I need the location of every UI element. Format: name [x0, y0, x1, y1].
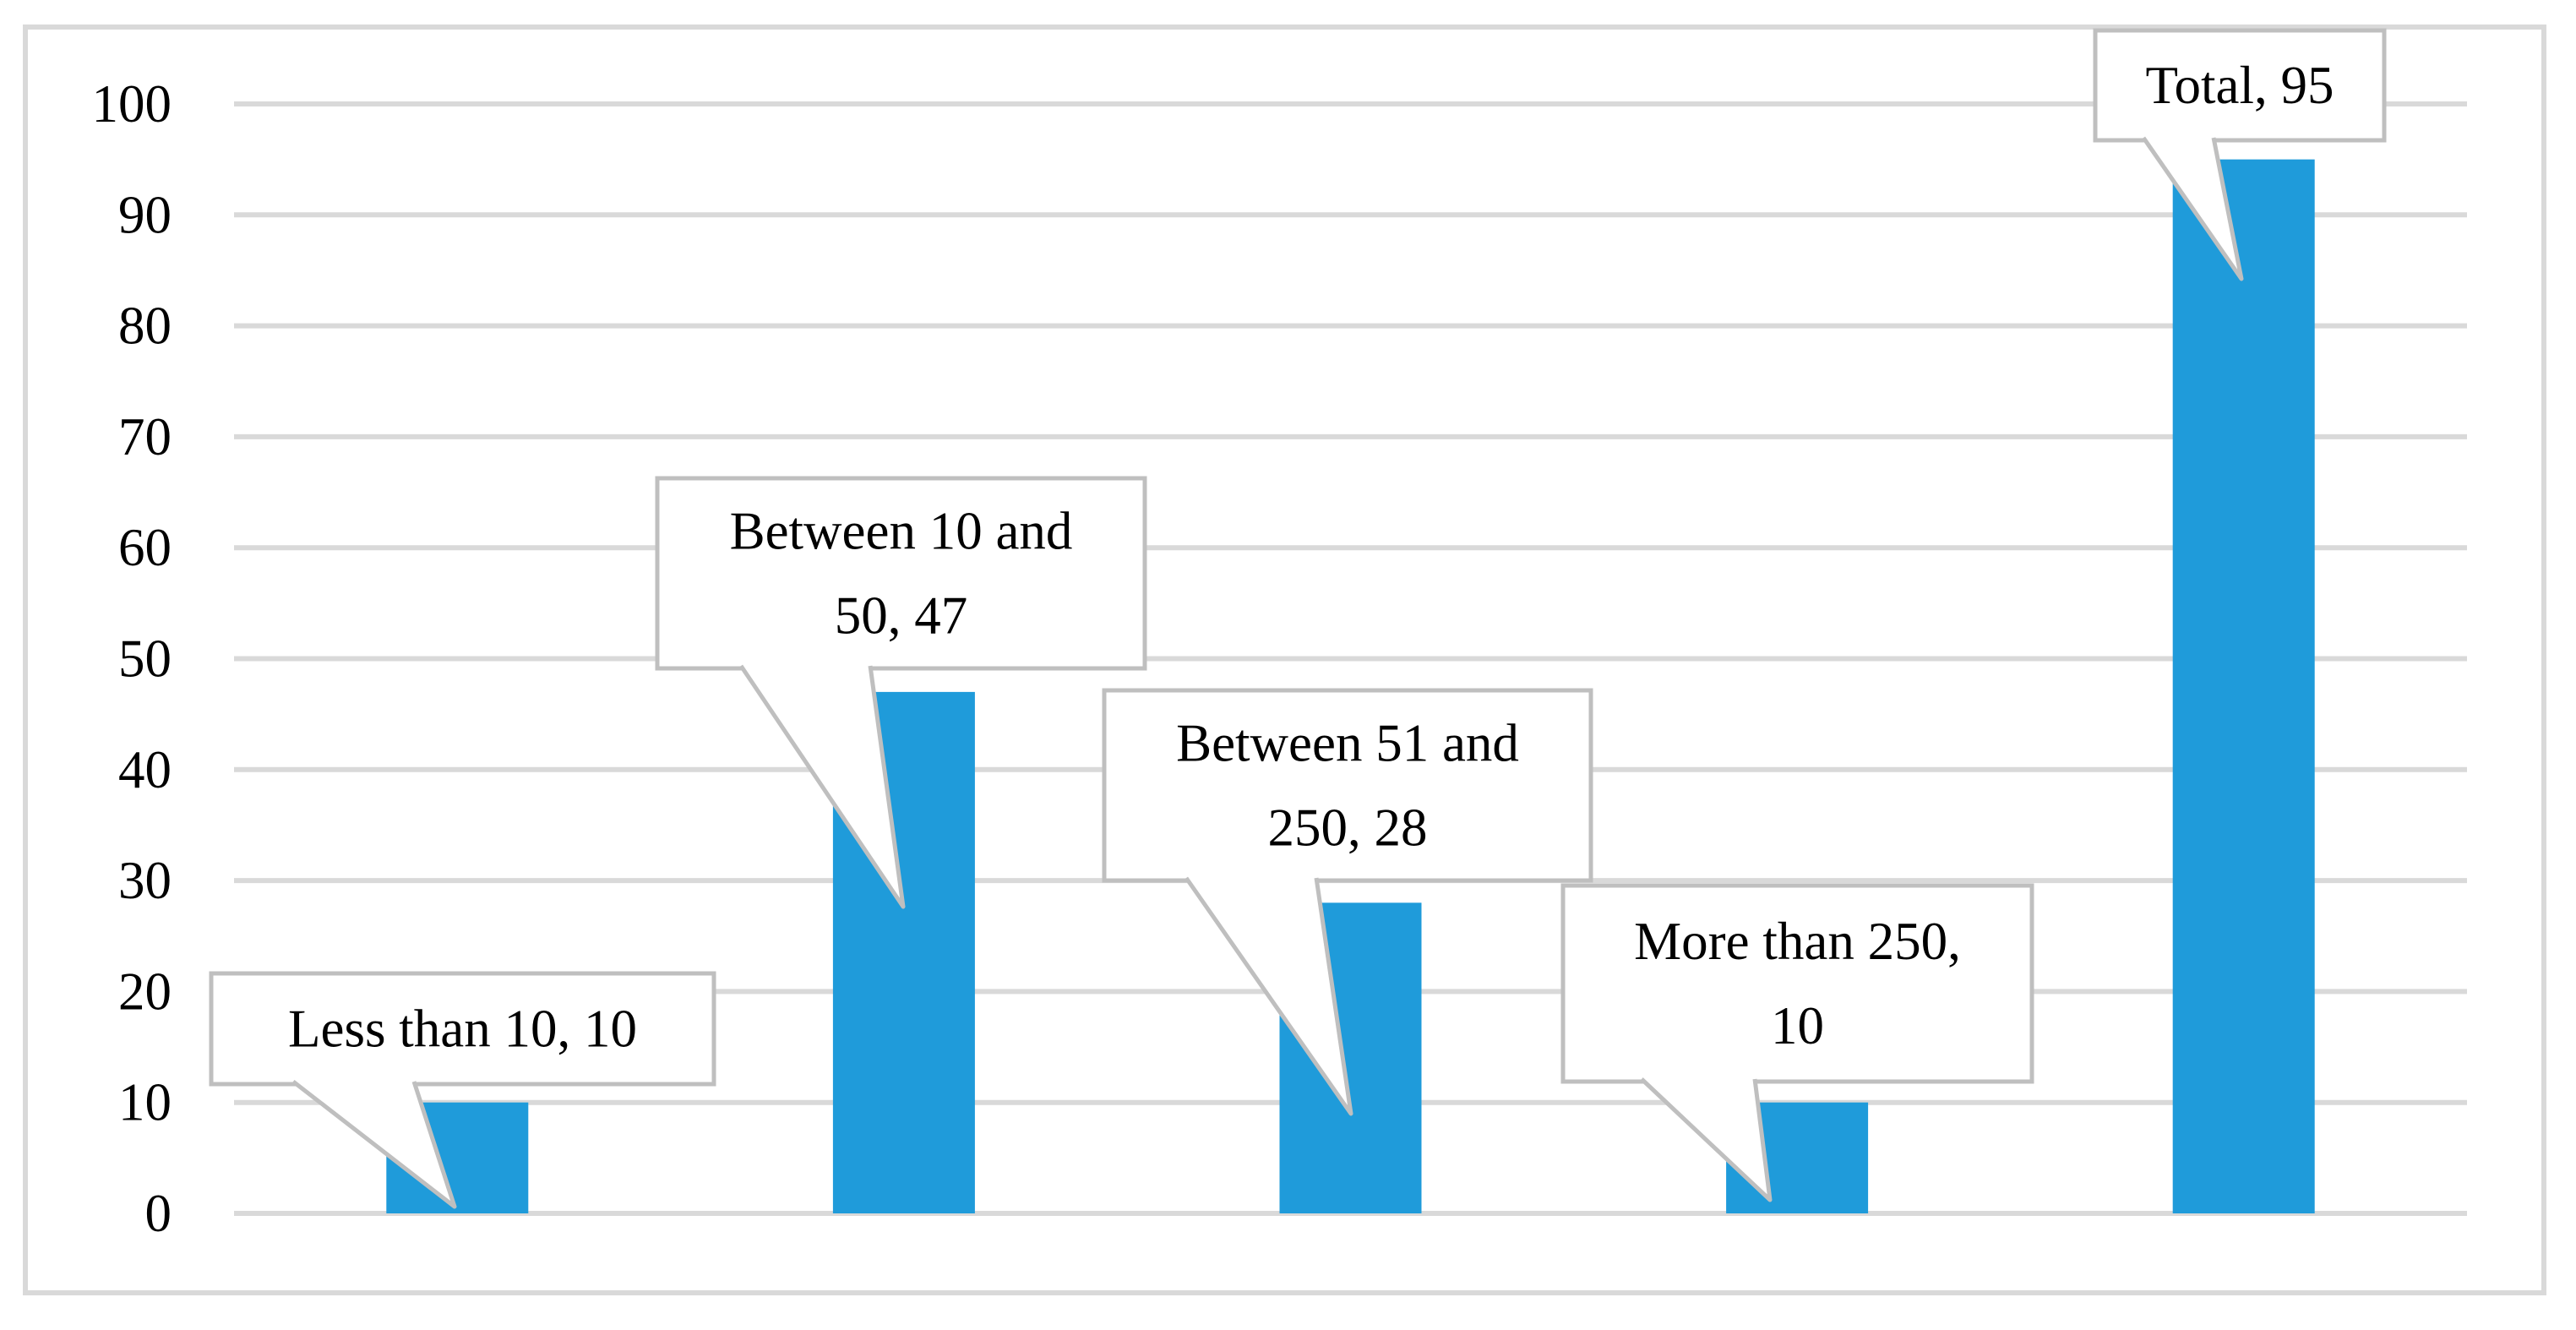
callout-box [1560, 883, 2034, 1084]
y-axis-tick-label-20: 20 [118, 962, 172, 1021]
callout-label-line: 50, 47 [835, 586, 968, 646]
y-axis-tick-label-30: 30 [118, 851, 172, 910]
y-axis-tick-label-100: 100 [92, 74, 172, 134]
callout-tail [2141, 136, 2244, 281]
callout-label-line: Total, 95 [2145, 56, 2334, 115]
bar-total [2172, 159, 2315, 1213]
callout-box [1102, 688, 1593, 883]
callout-label-line: 250, 28 [1268, 799, 1428, 858]
callout-tail [291, 1080, 457, 1209]
y-axis-tick-label-40: 40 [118, 740, 172, 799]
callout-total: Total, 95 [2093, 28, 2387, 281]
callout-label-line: Between 51 and [1176, 714, 1519, 773]
callout-box [209, 971, 716, 1087]
callout-label-line: 10 [1771, 996, 1824, 1055]
y-axis-tick-label-60: 60 [118, 518, 172, 577]
y-axis-tick-label-90: 90 [118, 185, 172, 244]
callout-label-line: More than 250, [1634, 912, 1961, 971]
y-axis-tick-label-50: 50 [118, 630, 172, 689]
callout-label-line: Less than 10, 10 [288, 1000, 637, 1059]
chart-border [23, 25, 2546, 1295]
y-axis-tick-label-70: 70 [118, 407, 172, 466]
callout-tail [1184, 876, 1353, 1116]
y-axis-tick-label-80: 80 [118, 297, 172, 356]
callout-tail [1640, 1077, 1773, 1202]
y-axis-tick-label-0: 0 [145, 1184, 172, 1243]
callout-between-51-and-250: Between 51 and 250, 28 [1102, 688, 1593, 1116]
callout-box [655, 476, 1147, 671]
callout-tail [738, 664, 906, 909]
callout-box [2093, 28, 2387, 143]
callout-less-than-10: Less than 10, 10 [209, 971, 716, 1209]
y-axis-tick-label-10: 10 [118, 1073, 172, 1132]
callout-label-line: Between 10 and [730, 502, 1073, 561]
callout-more-than-250: More than 250, 10 [1560, 883, 2034, 1202]
callout-between-10-and-50: Between 10 and 50, 47 [655, 476, 1147, 909]
